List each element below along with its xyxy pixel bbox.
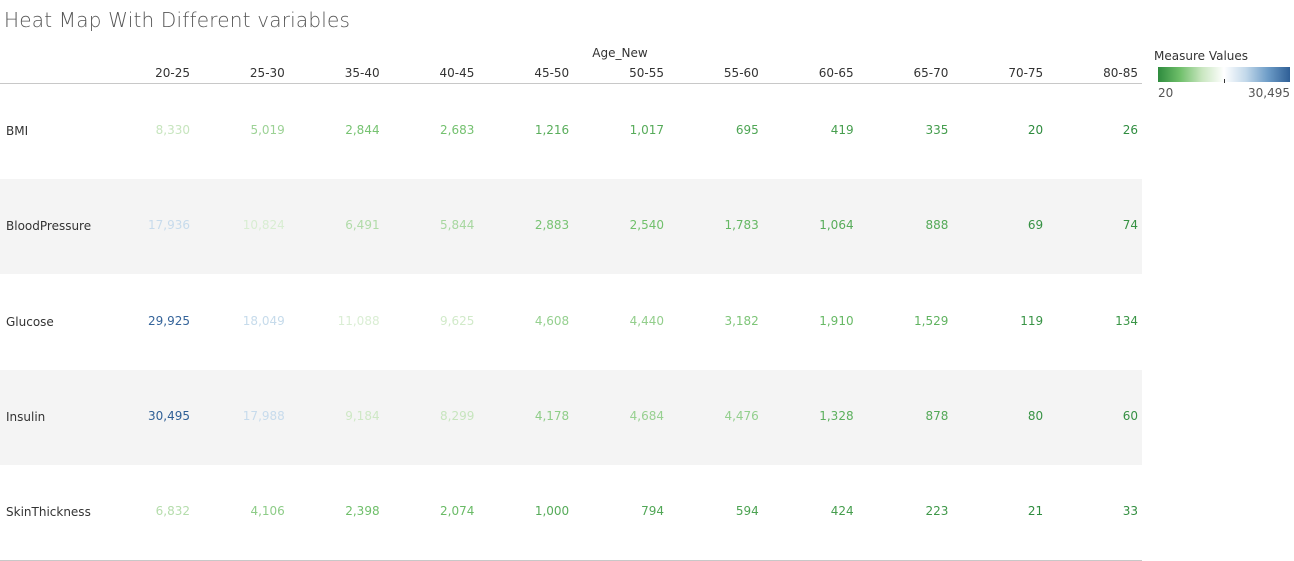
heatmap-cell[interactable]: 21 <box>1027 504 1044 519</box>
chart-title: Heat Map With Different variables <box>4 8 351 32</box>
heatmap-cell[interactable]: 69 <box>1027 218 1044 233</box>
heatmap-cell[interactable]: 419 <box>830 123 854 137</box>
heatmap-cell[interactable]: 4,440 <box>629 313 664 328</box>
heatmap-row-BloodPressure <box>0 179 1142 275</box>
row-label-BMI: BMI <box>6 124 29 138</box>
heatmap-cell[interactable]: 17,936 <box>148 218 190 233</box>
header-divider <box>0 83 1142 84</box>
row-label-Insulin: Insulin <box>6 409 46 424</box>
heatmap-cell[interactable]: 74 <box>1122 218 1138 233</box>
heatmap-cell[interactable]: 20 <box>1027 123 1044 137</box>
column-header-65-70: 65-70 <box>913 66 949 80</box>
heatmap-cell[interactable]: 1,216 <box>534 123 570 137</box>
heatmap-cell[interactable]: 8,299 <box>440 408 475 423</box>
row-label-SkinThickness: SkinThickness <box>6 505 91 520</box>
heatmap-cell[interactable]: 2,844 <box>345 123 380 137</box>
heatmap-cell[interactable]: 2,883 <box>534 218 570 233</box>
column-header-35-40: 35-40 <box>344 66 380 80</box>
legend-min-label: 20 <box>1158 86 1174 100</box>
heatmap-cell[interactable]: 335 <box>925 123 949 137</box>
heatmap-cell[interactable]: 2,398 <box>345 504 380 519</box>
column-header-60-65: 60-65 <box>818 66 854 80</box>
heatmap-cell[interactable]: 1,910 <box>819 313 854 328</box>
heatmap-cell[interactable]: 9,625 <box>440 313 475 328</box>
heatmap-cell[interactable]: 5,019 <box>250 123 285 137</box>
heatmap-cell[interactable]: 26 <box>1122 123 1138 137</box>
heatmap-cell[interactable]: 1,000 <box>534 504 570 519</box>
heatmap-row-Insulin <box>0 369 1142 465</box>
row-label-BloodPressure: BloodPressure <box>6 219 92 234</box>
heatmap-cell[interactable]: 1,783 <box>724 218 759 233</box>
legend-color-ramp <box>1158 67 1290 82</box>
column-header-25-30: 25-30 <box>249 66 285 80</box>
heatmap-cell[interactable]: 9,184 <box>345 408 380 423</box>
heatmap-cell[interactable]: 4,178 <box>534 408 570 423</box>
heatmap-cell[interactable]: 60 <box>1122 408 1138 423</box>
heatmap-cell[interactable]: 695 <box>735 123 759 137</box>
heatmap-cell[interactable]: 134 <box>1115 313 1138 328</box>
heatmap-cell[interactable]: 1,328 <box>819 408 854 423</box>
column-axis-title: Age_New <box>592 46 648 60</box>
column-header-80-85: 80-85 <box>1103 66 1138 80</box>
heatmap-cell[interactable]: 80 <box>1027 408 1044 423</box>
heatmap-cell[interactable]: 888 <box>925 218 949 233</box>
heatmap-cell[interactable]: 2,683 <box>440 123 475 137</box>
row-label-Glucose: Glucose <box>6 314 54 329</box>
heatmap-cell[interactable]: 2,074 <box>440 504 475 519</box>
heatmap-cell[interactable]: 1,529 <box>914 313 949 328</box>
heatmap-cell[interactable]: 878 <box>925 408 949 423</box>
heatmap-cell[interactable]: 1,064 <box>819 218 854 233</box>
heatmap-cell[interactable]: 4,106 <box>250 504 285 519</box>
heatmap-cell[interactable]: 8,330 <box>155 123 190 137</box>
heatmap-cell[interactable]: 3,182 <box>724 313 759 328</box>
heatmap-cell[interactable]: 794 <box>641 504 664 519</box>
heatmap-cell[interactable]: 119 <box>1020 313 1044 328</box>
legend-title: Measure Values <box>1154 49 1249 63</box>
column-header-50-55: 50-55 <box>629 66 664 80</box>
column-header-20-25: 20-25 <box>155 66 190 80</box>
heatmap-cell[interactable]: 4,608 <box>534 313 570 328</box>
heatmap-cell[interactable]: 10,824 <box>242 218 285 233</box>
legend-midpoint-tick <box>1224 79 1225 83</box>
heatmap-cell[interactable]: 2,540 <box>629 218 664 233</box>
heatmap-cell[interactable]: 594 <box>735 504 759 519</box>
heatmap-cell[interactable]: 1,017 <box>629 123 664 137</box>
heatmap-cell[interactable]: 4,684 <box>629 408 664 423</box>
heatmap-cell[interactable]: 6,832 <box>155 504 190 519</box>
heatmap-cell[interactable]: 29,925 <box>148 313 190 328</box>
heatmap-cell[interactable]: 30,495 <box>148 408 190 423</box>
heatmap-cell[interactable]: 18,049 <box>242 313 285 328</box>
heatmap-cell[interactable]: 6,491 <box>345 218 380 233</box>
heatmap-cell[interactable]: 33 <box>1122 504 1138 519</box>
legend-max-label: 30,495 <box>1248 86 1290 100</box>
column-header-45-50: 45-50 <box>534 66 570 80</box>
heatmap-cell[interactable]: 4,476 <box>724 408 759 423</box>
column-header-55-60: 55-60 <box>723 66 759 80</box>
heatmap-cell[interactable]: 5,844 <box>440 218 475 233</box>
heatmap-cell[interactable]: 424 <box>830 504 854 519</box>
column-header-40-45: 40-45 <box>439 66 475 80</box>
heatmap-cell[interactable]: 17,988 <box>242 408 285 423</box>
column-header-70-75: 70-75 <box>1008 66 1044 80</box>
heatmap-cell[interactable]: 223 <box>925 504 949 519</box>
heatmap-cell[interactable]: 11,088 <box>337 313 380 328</box>
